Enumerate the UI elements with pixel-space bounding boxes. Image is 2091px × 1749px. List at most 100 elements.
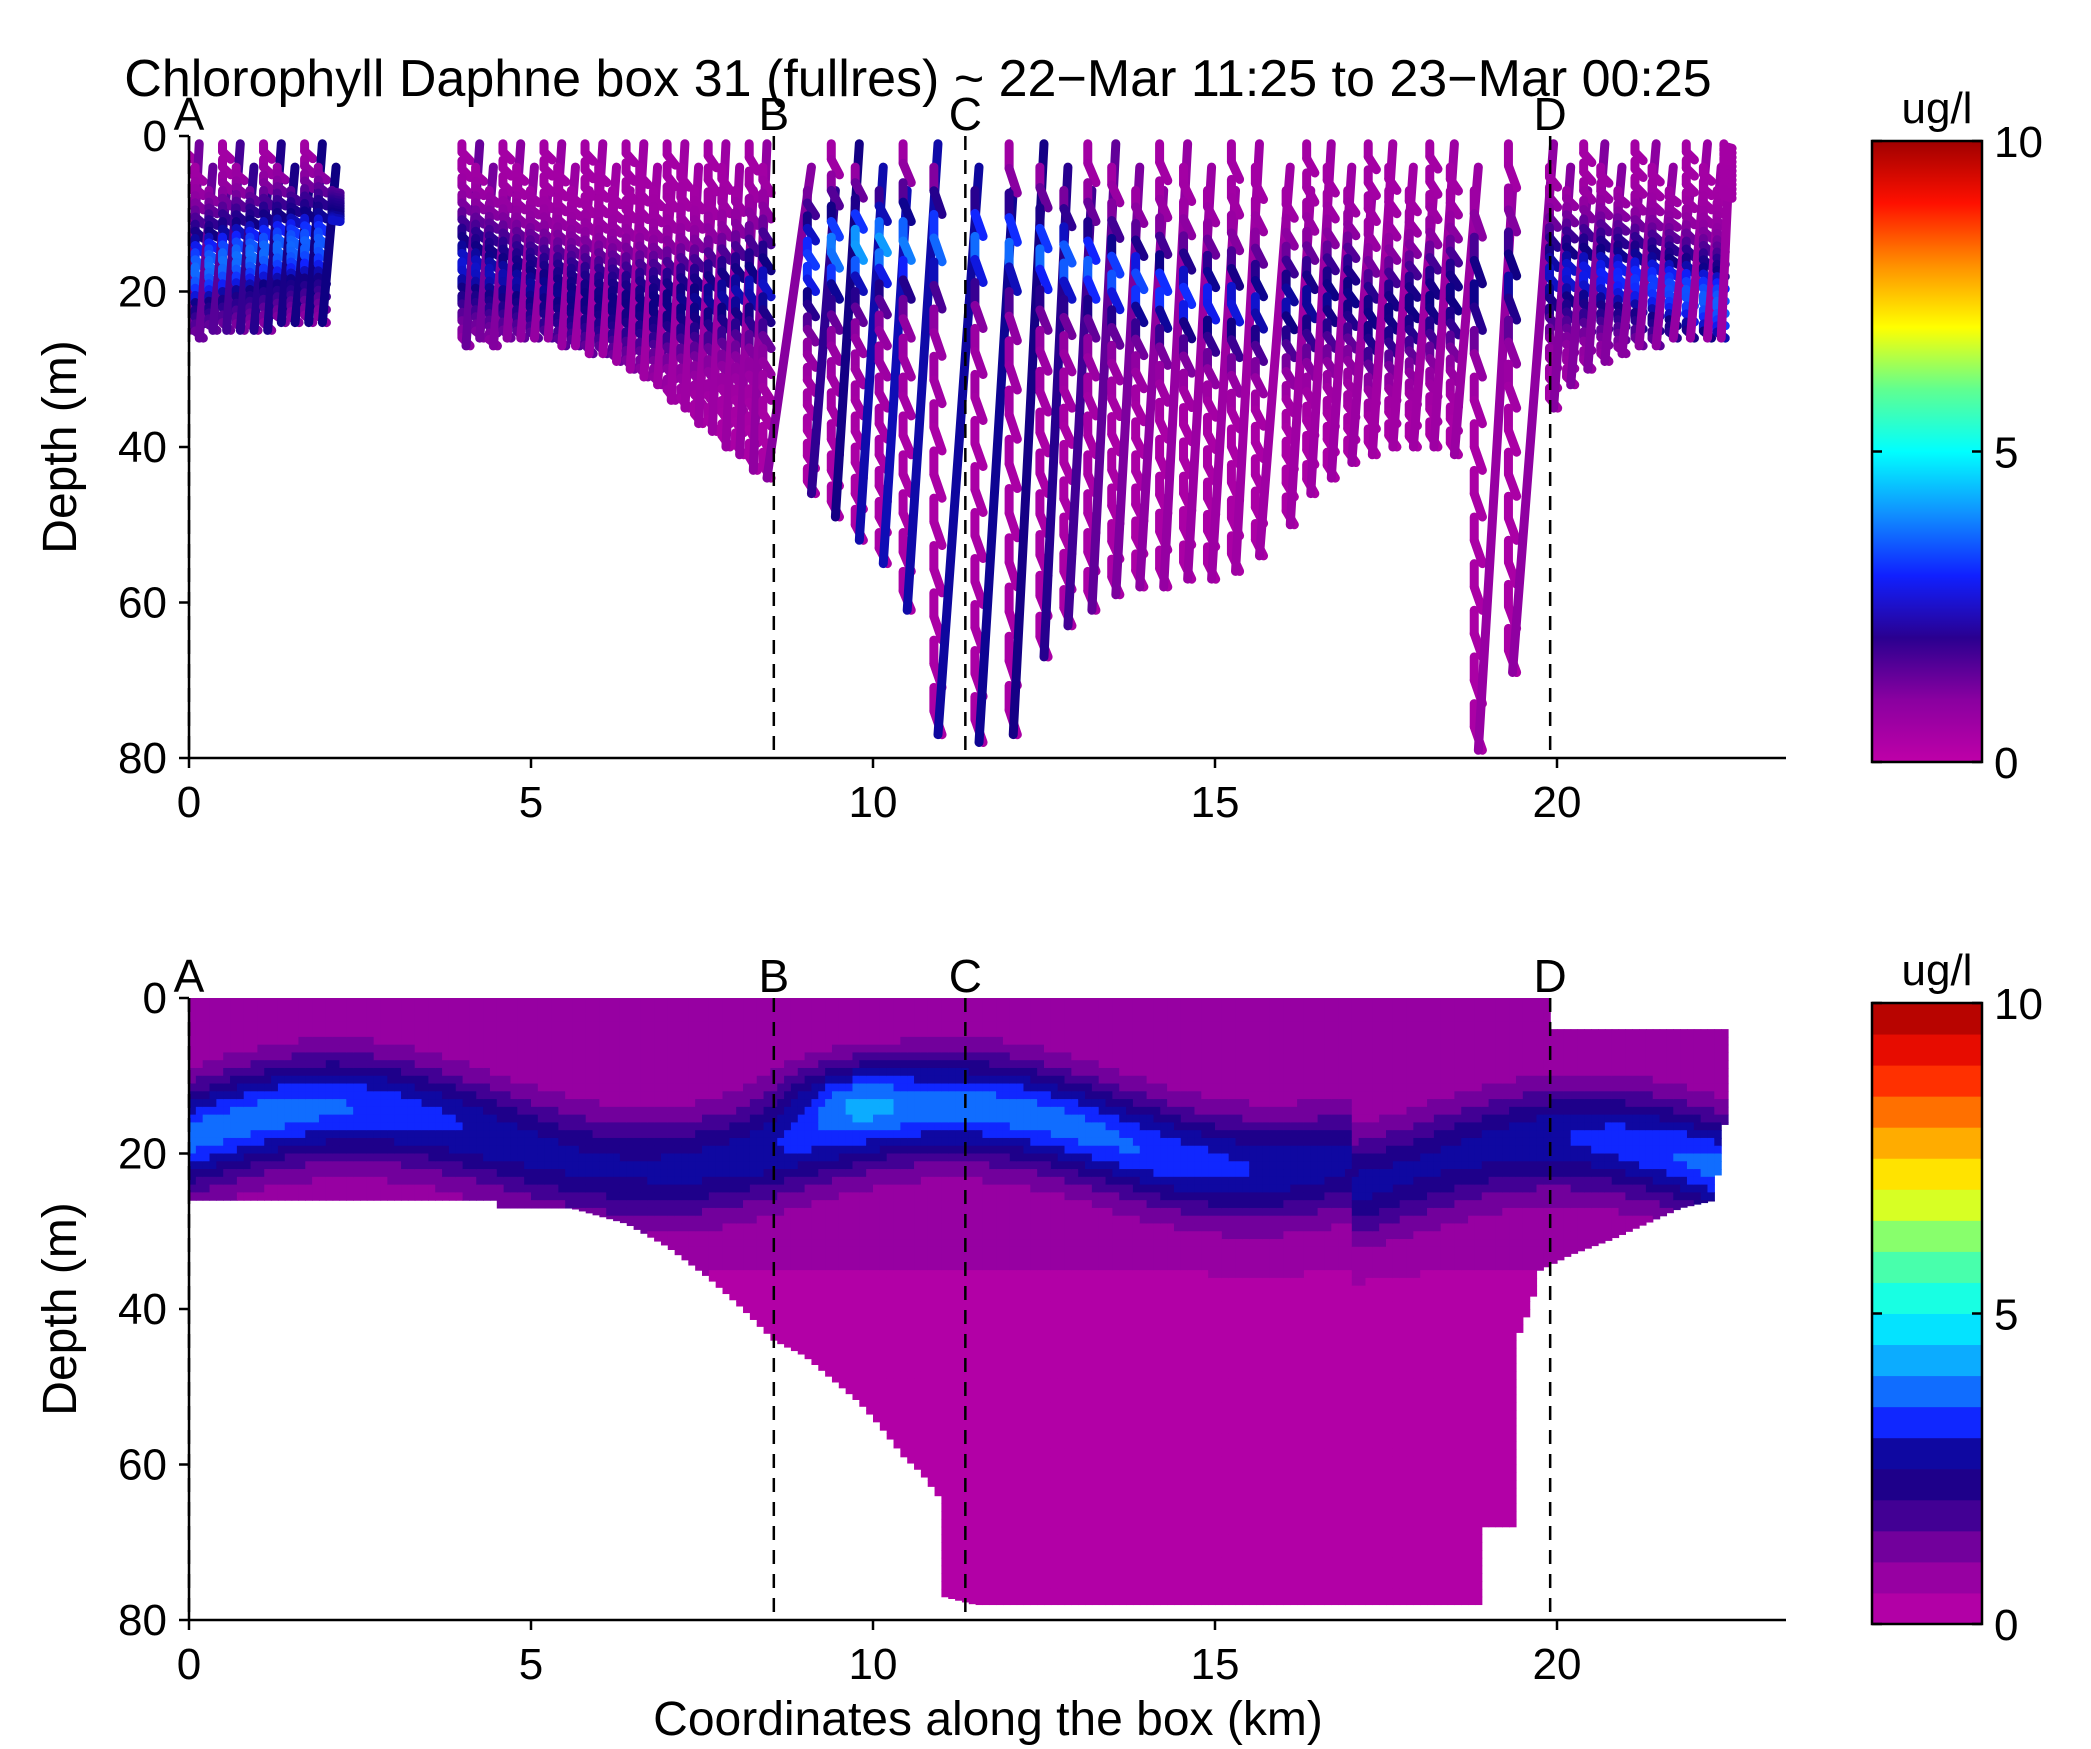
contour-cell — [749, 1316, 758, 1320]
contour-cell — [305, 1052, 313, 1061]
contour-cell — [660, 1075, 669, 1085]
contour-cell — [777, 1215, 785, 1225]
profile-sample — [218, 178, 236, 195]
contour-cell — [455, 1169, 464, 1178]
contour-cell — [695, 1060, 703, 1069]
contour-cell — [831, 1052, 840, 1061]
contour-cell — [790, 1270, 799, 1279]
contour-cell — [558, 1067, 566, 1077]
contour-cell — [777, 1324, 785, 1333]
contour-cell — [366, 1122, 375, 1131]
profile — [1698, 162, 1726, 343]
contour-cell — [448, 1036, 457, 1046]
profile-sample — [259, 162, 277, 180]
contour-cell — [462, 1176, 471, 1186]
contour-cell — [236, 1192, 245, 1201]
contour-cell — [619, 1083, 628, 1092]
profile-sample — [970, 576, 988, 609]
contour-cell — [790, 1347, 799, 1352]
contour-cell — [517, 1145, 525, 1155]
contour-cell — [722, 1013, 730, 1022]
contour-cell — [339, 998, 347, 1007]
profile-sample — [1179, 248, 1197, 275]
profile — [970, 185, 1018, 747]
profile-sample — [484, 192, 502, 208]
contour-cell — [565, 1060, 573, 1069]
contour-cell — [414, 1161, 423, 1170]
profile-sample — [272, 220, 290, 237]
contour-cell — [360, 1075, 368, 1085]
profile-sample — [218, 162, 236, 180]
contour-cell — [695, 1005, 703, 1015]
contour-cell — [230, 1052, 238, 1061]
contour-cell — [195, 1114, 204, 1123]
contour-cell — [825, 1355, 833, 1365]
contour-cell — [305, 1091, 313, 1100]
contour-cell — [831, 1083, 840, 1092]
contour-cell — [715, 1246, 724, 1256]
contour-cell — [223, 1067, 231, 1077]
profile-sample — [1322, 305, 1340, 328]
x-tick-label: 0 — [177, 778, 201, 827]
contour-cell — [236, 1176, 245, 1186]
profile-sample — [758, 279, 776, 302]
contour-cell — [195, 1153, 204, 1162]
profile-sample — [1179, 351, 1197, 378]
contour-cell — [517, 1169, 525, 1178]
contour-cell — [715, 1137, 724, 1147]
contour-cell — [708, 1184, 717, 1193]
contour-cell — [346, 1114, 354, 1123]
contour-cell — [339, 1176, 347, 1186]
contour-cell — [654, 1029, 662, 1038]
contour-cell — [476, 1044, 484, 1054]
contour-cell — [496, 1099, 505, 1108]
contour-cell — [414, 1176, 423, 1186]
contour-cell — [790, 1137, 799, 1147]
contour-cell — [838, 1013, 847, 1022]
contour-cell — [654, 1091, 662, 1100]
contour-cell — [462, 1083, 471, 1092]
contour-cell — [667, 1137, 676, 1147]
contour-cell — [626, 1145, 635, 1155]
contour-cell — [688, 1029, 696, 1038]
contour-cell — [688, 1013, 696, 1022]
contour-cell — [743, 1200, 751, 1209]
contour-cell — [770, 1277, 778, 1287]
profile — [313, 162, 341, 328]
contour-cell — [736, 1083, 744, 1092]
contour-cell — [654, 1153, 662, 1162]
contour-cell — [202, 1145, 211, 1155]
contour-cell — [578, 1044, 587, 1054]
contour-cell — [606, 1176, 614, 1186]
profile-sample — [1004, 459, 1022, 493]
contour-cell — [818, 1207, 826, 1217]
contour-cell — [585, 1207, 594, 1214]
contour-cell — [667, 998, 676, 1007]
contour-cell — [838, 1114, 847, 1123]
contour-cell — [825, 1293, 833, 1302]
contour-cell — [346, 1029, 354, 1038]
contour-cell — [435, 1060, 443, 1069]
contour-cell — [489, 1161, 498, 1170]
contour-cell — [394, 1145, 402, 1155]
contour-cell — [749, 1130, 758, 1139]
contour-cell — [599, 1130, 607, 1139]
contour-cell — [736, 998, 744, 1007]
contour-cell — [626, 1106, 635, 1116]
contour-cell — [373, 1176, 382, 1186]
contour-cell — [360, 1192, 368, 1201]
contour-cell — [537, 1184, 546, 1193]
contour-cell — [305, 1075, 313, 1085]
contour-cell — [715, 1091, 724, 1100]
contour-cell — [838, 1021, 847, 1030]
contour-cell — [346, 1060, 354, 1069]
contour-cell — [284, 1176, 293, 1186]
contour-cell — [544, 1075, 553, 1085]
contour-cell — [558, 1169, 566, 1178]
profile-sample — [662, 214, 680, 234]
contour-cell — [435, 1106, 443, 1116]
contour-cell — [387, 1083, 395, 1092]
contour-cell — [312, 1169, 320, 1178]
contour-cell — [189, 1044, 197, 1054]
contour-cell — [831, 1231, 840, 1240]
